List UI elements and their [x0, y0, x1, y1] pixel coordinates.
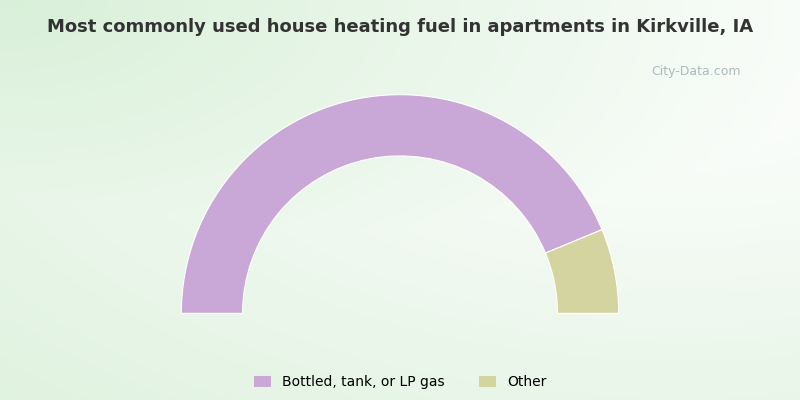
Wedge shape: [546, 230, 618, 313]
Wedge shape: [182, 95, 602, 313]
Text: Most commonly used house heating fuel in apartments in Kirkville, IA: Most commonly used house heating fuel in…: [47, 18, 753, 36]
Legend: Bottled, tank, or LP gas, Other: Bottled, tank, or LP gas, Other: [254, 375, 546, 389]
Text: City-Data.com: City-Data.com: [651, 66, 741, 78]
